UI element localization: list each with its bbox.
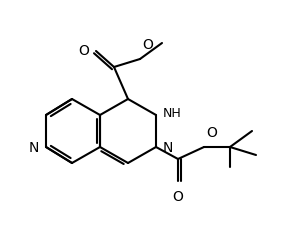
Text: O: O [78, 44, 89, 58]
Text: O: O [206, 125, 217, 139]
Text: O: O [173, 189, 183, 203]
Text: N: N [29, 140, 39, 154]
Text: O: O [142, 38, 153, 52]
Text: N: N [163, 140, 173, 154]
Text: NH: NH [163, 107, 182, 120]
